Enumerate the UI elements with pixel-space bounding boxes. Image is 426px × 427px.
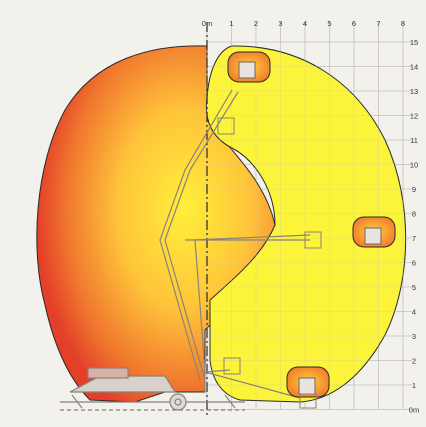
y-tick-label: 13 — [410, 87, 418, 96]
y-tick-label: 5 — [412, 283, 416, 292]
y-tick-label: 7 — [412, 234, 416, 243]
x-tick-label: 4 — [303, 19, 307, 28]
x-tick-label: 5 — [327, 19, 331, 28]
x-tick-label: 6 — [352, 19, 356, 28]
y-tick-label: 6 — [412, 259, 416, 268]
y-axis-labels: 15 14 13 12 11 10 9 8 7 6 5 4 3 2 1 0m — [409, 38, 419, 415]
y-tick-label: 4 — [412, 308, 416, 317]
y-tick-label: 14 — [410, 63, 418, 72]
x-tick-label: 0m — [202, 19, 212, 28]
x-tick-label: 3 — [278, 19, 282, 28]
y-tick-label: 8 — [412, 210, 416, 219]
basket-outline-upper — [217, 117, 322, 409]
x-tick-label: 2 — [254, 19, 258, 28]
y-tick-label: 1 — [412, 381, 416, 390]
machine — [60, 89, 311, 411]
y-tick-label: 0m — [409, 406, 419, 415]
basket-right — [352, 216, 396, 248]
x-tick-label: 7 — [376, 19, 380, 28]
grid-overlay — [206, 22, 412, 410]
y-tick-label: 9 — [412, 185, 416, 194]
front-reach-envelope — [205, 45, 407, 403]
basket-top — [227, 51, 271, 83]
y-tick-label: 10 — [410, 161, 418, 170]
y-tick-label: 2 — [412, 357, 416, 366]
y-tick-label: 3 — [412, 332, 416, 341]
y-tick-label: 11 — [410, 136, 418, 145]
x-axis-labels: 0m 1 2 3 4 5 6 7 8 — [202, 19, 405, 28]
x-tick-label: 8 — [401, 19, 405, 28]
y-tick-label: 12 — [410, 112, 418, 121]
y-tick-label: 15 — [410, 38, 418, 47]
basket-bottom — [286, 366, 330, 398]
x-tick-label: 1 — [229, 19, 233, 28]
